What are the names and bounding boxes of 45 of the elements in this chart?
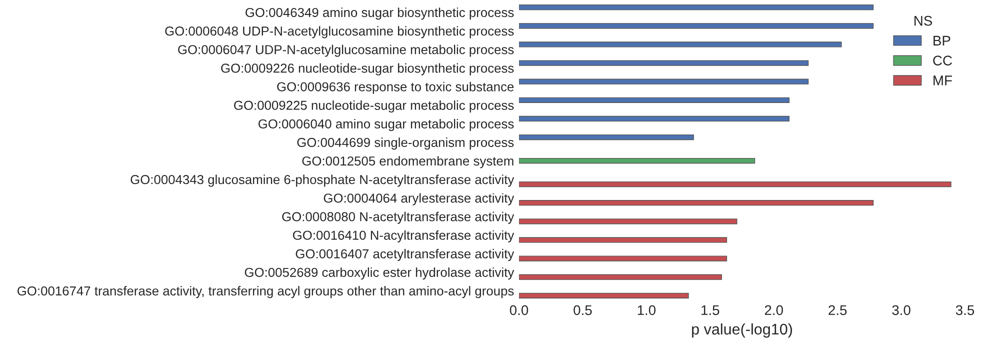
y-tick-label: GO:0006048 UDP-N-acetylglucosamine biosynthetic process — [165, 26, 514, 38]
x-axis-title: p value(-log10) — [692, 323, 792, 338]
bar — [519, 200, 874, 206]
bar — [519, 97, 790, 103]
y-tick-label: GO:0004064 arylesterase activity — [324, 193, 514, 206]
y-tick-label: GO:0008080 N-acetyltransferase activity — [282, 212, 514, 224]
y-tick-label: GO:0009636 response to toxic substance — [277, 82, 514, 94]
bar — [519, 292, 689, 298]
bar — [519, 134, 694, 140]
y-tick-label: GO:0016747 transferase activity, transferring acyl groups other than amino-acyl groups — [18, 286, 514, 298]
y-tick-label: GO:0004343 glucosamine 6-phosphate N-acetyltransferase activity — [130, 174, 514, 187]
bar — [519, 218, 738, 224]
x-tick-label: 3.5 — [956, 305, 974, 316]
x-tick-label: 1.5 — [702, 305, 720, 316]
bar — [519, 78, 809, 84]
legend-title: NS — [914, 16, 932, 26]
bar — [519, 116, 790, 122]
bar — [519, 158, 756, 164]
x-tick-label: 1.0 — [638, 305, 656, 316]
bar — [519, 181, 952, 188]
y-tick-label: GO:0009225 nucleotide-sugar metabolic process — [234, 100, 514, 112]
y-tick-label: GO:0052689 carboxylic ester hydrolase activity — [244, 267, 514, 280]
y-tick-label: GO:0016410 N-acyltransferase activity — [292, 230, 514, 242]
bar — [519, 23, 874, 29]
legend-label: BP — [934, 36, 950, 46]
legend-label: CC — [933, 56, 952, 66]
x-tick-label: 2.5 — [828, 305, 847, 316]
y-tick-label: GO:0044699 single-organism process — [297, 138, 514, 150]
y-tick-label: GO:0009226 nucleotide-sugar biosynthetic process — [221, 63, 514, 76]
y-tick-label: GO:0006047 UDP-N-acetylglucosamine metabolic process — [178, 44, 514, 57]
bar — [519, 4, 874, 10]
y-tick-label: GO:0006040 amino sugar metabolic process — [258, 118, 514, 132]
x-tick-label: 0.5 — [574, 305, 592, 316]
bar — [519, 237, 728, 243]
y-tick-label: GO:0046349 amino sugar biosynthetic process — [246, 8, 514, 20]
x-tick-label: 3.0 — [892, 305, 910, 316]
bar — [519, 42, 842, 48]
bar — [519, 60, 809, 66]
x-tick-label: 0.0 — [510, 305, 528, 316]
bar — [519, 256, 728, 262]
bar — [519, 274, 722, 280]
y-tick-label: GO:0012505 endomembrane system — [302, 156, 514, 168]
y-tick-label: GO:0016407 acetyltransferase activity — [296, 248, 514, 261]
legend-label: MF — [934, 76, 952, 86]
x-tick-label: 2.0 — [764, 305, 783, 316]
